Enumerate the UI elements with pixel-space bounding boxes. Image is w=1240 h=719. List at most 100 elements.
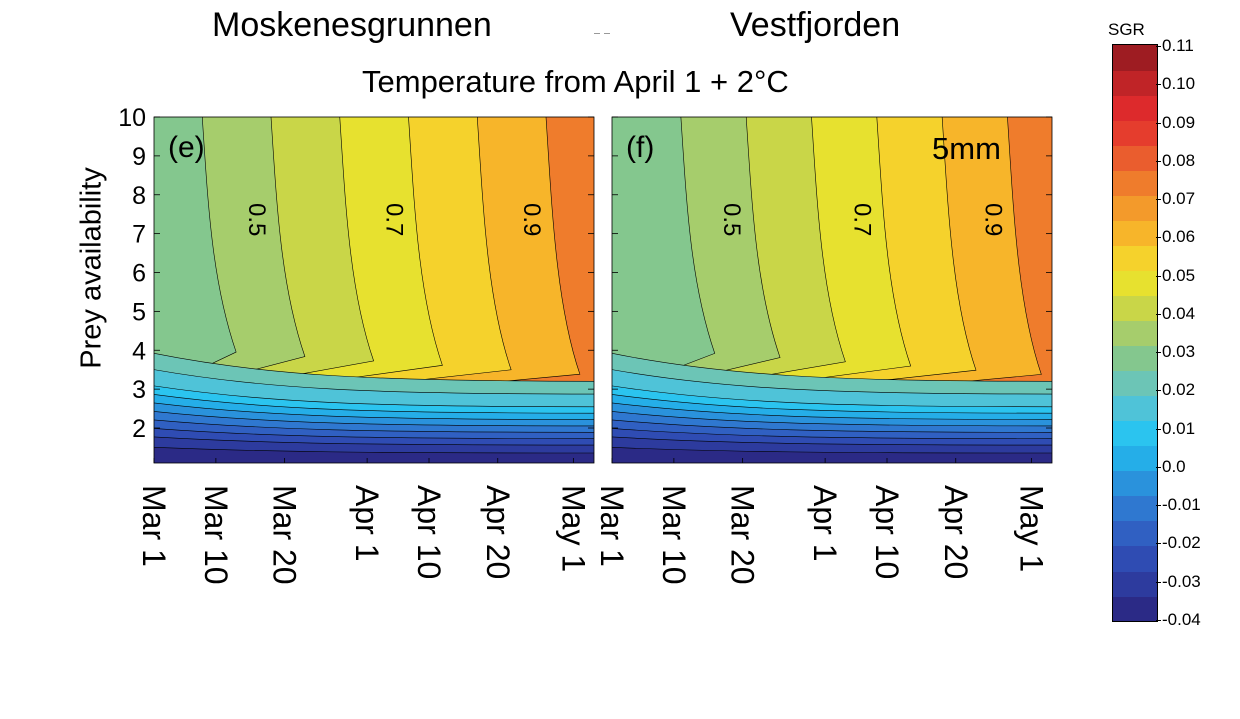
decorative-dash: [604, 33, 610, 34]
colorbar-tick-label: -0.01: [1162, 495, 1201, 515]
colorbar-tick-label: -0.04: [1162, 610, 1201, 629]
contour-label: 0.5: [243, 203, 270, 236]
y-tick-label: 10: [118, 104, 146, 132]
contour-label: 0.9: [979, 203, 1006, 236]
panel-title-right: Vestfjorden: [730, 6, 901, 44]
x-tick-label: Mar 1: [594, 485, 630, 567]
colorbar-title: SGR: [1108, 20, 1145, 39]
colorbar-tick: [1156, 352, 1161, 354]
colorbar-tick-label: 0.01: [1162, 418, 1196, 438]
plot-frame: [611, 116, 1053, 464]
colorbar-swatch: [1113, 320, 1157, 347]
colorbar-tick: [1156, 122, 1161, 124]
colorbar-swatch: [1113, 45, 1157, 71]
contour-band: [612, 117, 716, 393]
x-tick-label: Apr 1: [807, 485, 843, 561]
colorbar-tick: [1156, 543, 1161, 545]
contour-band-low: [154, 447, 594, 463]
colorbar-swatch: [1113, 170, 1157, 196]
colorbar-swatch: [1113, 420, 1157, 447]
y-tick-label: 8: [132, 182, 146, 210]
y-tick-label: 6: [132, 260, 146, 288]
y-tick-label: 7: [132, 221, 146, 249]
colorbar-tick-label: 0.03: [1162, 342, 1196, 362]
colorbar-swatch: [1113, 95, 1157, 121]
x-tick-label: Apr 20: [480, 485, 516, 579]
colorbar-tick-label: 0.06: [1162, 227, 1196, 247]
plot-frame: [153, 116, 595, 464]
colorbar-swatch: [1113, 445, 1157, 472]
contour-band: [154, 117, 237, 392]
colorbar-swatch: [1113, 345, 1157, 372]
colorbar-tick-label: -0.02: [1162, 533, 1201, 553]
colorbar-tick-label: 0.10: [1162, 74, 1196, 94]
contour-label: 0.7: [380, 203, 407, 236]
colorbar-swatch: [1113, 195, 1157, 221]
x-tick-label: Apr 10: [411, 485, 447, 579]
colorbar-tick-label: 0.02: [1162, 380, 1196, 400]
y-tick-label: 2: [132, 415, 146, 443]
colorbar-tick-label: 0.08: [1162, 150, 1196, 170]
colorbar-tick: [1156, 84, 1161, 86]
colorbar-swatch: [1113, 470, 1157, 497]
colorbar-swatch: [1113, 70, 1157, 96]
x-tick-label: May 1: [1013, 485, 1049, 572]
panel-annotation: 5mm: [932, 131, 1001, 166]
x-tick-label: Mar 10: [656, 485, 692, 585]
colorbar-tick-label: 0.05: [1162, 265, 1196, 285]
y-tick-label: 5: [132, 298, 146, 326]
colorbar-swatch: [1113, 570, 1157, 597]
colorbar-tick: [1156, 505, 1161, 507]
panel-label: (f): [626, 131, 654, 164]
colorbar-tick: [1156, 390, 1161, 392]
colorbar-swatch: [1113, 270, 1157, 297]
panel-title-left: Moskenesgrunnen: [212, 6, 492, 44]
colorbar-tick-label: 0.09: [1162, 112, 1196, 132]
panel-label: (e): [168, 131, 205, 164]
chart-canvas: 2 3 4 5 6 7 8 9 10 Mar 1 Mar 10 Mar 20 Apr 1 Apr 10 Ap…: [118, 104, 1053, 585]
colorbar-tick: [1156, 620, 1161, 621]
colorbar-tick: [1156, 428, 1161, 430]
colorbar-tick: [1156, 466, 1161, 468]
colorbar-swatch: [1113, 520, 1157, 547]
colorbar-tick: [1156, 313, 1161, 315]
y-tick-label: 9: [132, 143, 146, 171]
colorbar-swatch: [1113, 245, 1157, 271]
x-tick-label: Mar 10: [198, 485, 234, 585]
colorbar-swatch: [1113, 120, 1157, 146]
figure-suptitle: Temperature from April 1 + 2°C: [362, 64, 789, 99]
contour-label: 0.9: [518, 203, 545, 236]
colorbar-swatch: [1113, 220, 1157, 246]
colorbar-swatch: [1113, 370, 1157, 397]
decorative-dash: [594, 33, 600, 34]
contour-plot: [612, 117, 1052, 463]
x-tick-label: Apr 1: [349, 485, 385, 561]
colorbar-swatch: [1113, 595, 1157, 621]
contour-band-low: [612, 447, 1052, 463]
y-tick-label: 3: [132, 376, 146, 404]
colorbar-tick-label: 0.04: [1162, 303, 1196, 323]
colorbar-swatch: [1113, 495, 1157, 522]
colorbar-tick-label: 0.07: [1162, 189, 1196, 209]
colorbar-swatch: [1113, 295, 1157, 322]
colorbar-tick: [1156, 237, 1161, 239]
x-tick-label: May 1: [555, 485, 591, 572]
contour-label: 0.7: [849, 203, 876, 236]
colorbar-swatch: [1113, 395, 1157, 422]
x-tick-label: Mar 20: [725, 485, 761, 585]
contour-plot: [154, 117, 594, 463]
colorbar-tick-label: 0.0: [1162, 456, 1186, 476]
x-tick-label: Apr 10: [869, 485, 905, 579]
colorbar-swatch: [1113, 145, 1157, 171]
colorbar-tick-label: 0.11: [1162, 36, 1194, 55]
colorbar-tick: [1156, 581, 1161, 583]
x-tick-label: Apr 20: [938, 485, 974, 579]
x-tick-label: Mar 1: [136, 485, 172, 567]
colorbar-tick: [1156, 46, 1161, 47]
y-tick-label: 4: [132, 337, 146, 365]
contour-label: 0.5: [718, 203, 745, 236]
colorbar-swatch: [1113, 545, 1157, 572]
colorbar-tick: [1156, 199, 1161, 201]
colorbar: [1112, 44, 1158, 622]
colorbar-tick-label: -0.03: [1162, 571, 1201, 591]
